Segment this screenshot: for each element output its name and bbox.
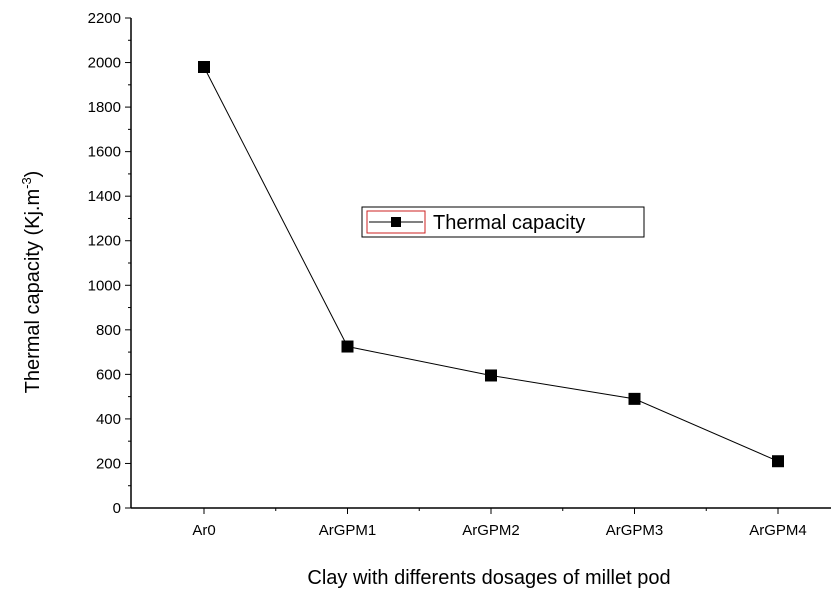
- x-tick-label: ArGPM4: [749, 522, 807, 539]
- legend-label: Thermal capacity: [433, 212, 585, 234]
- series-layer: [198, 61, 784, 468]
- x-axis-ticks: Ar0 ArGPM1 ArGPM2 ArGPM3 ArGPM4: [192, 508, 807, 539]
- y-tick-label: 200: [96, 455, 121, 472]
- series-line: [203, 66, 779, 462]
- x-tick-label: Ar0: [192, 522, 215, 539]
- y-tick-label: 400: [96, 411, 121, 428]
- legend-marker-sample: [391, 217, 401, 227]
- y-axis-title-main: Thermal capacity (Kj.m: [22, 189, 44, 394]
- x-tick-label: ArGPM1: [319, 522, 377, 539]
- y-tick-label: 1600: [88, 144, 121, 161]
- legend: Thermal capacity: [361, 206, 645, 238]
- y-tick-label: 1000: [88, 277, 121, 294]
- x-tick-label: ArGPM2: [462, 522, 520, 539]
- y-tick-label: 1800: [88, 99, 121, 116]
- x-tick-label: ArGPM3: [606, 522, 664, 539]
- data-point-argpm3: [628, 392, 641, 405]
- data-point-argpm2: [485, 369, 497, 382]
- y-tick-label: 2200: [88, 10, 121, 27]
- y-axis-title-end: ): [22, 171, 44, 178]
- y-tick-label: 800: [96, 322, 121, 339]
- y-axis-ticks: 0 200 400 600 800 1000 1200 1400 1600 1800 2000 220…: [88, 10, 131, 517]
- legend-sample-frame: [366, 210, 426, 234]
- y-tick-label: 0: [113, 500, 121, 517]
- y-tick-label: 1400: [88, 188, 121, 205]
- y-axis-title-superscript: -3: [19, 177, 34, 189]
- y-tick-label: 2000: [88, 55, 121, 72]
- axes: [130, 18, 831, 509]
- y-tick-label: 1200: [88, 233, 121, 250]
- y-tick-label: 600: [96, 366, 121, 383]
- data-point-argpm1: [341, 340, 354, 353]
- data-point-ar0: [198, 61, 210, 73]
- data-point-argpm4: [772, 455, 784, 468]
- y-axis-title: Thermal capacity (Kj.m-3): [19, 171, 44, 394]
- x-axis-title: Clay with differents dosages of millet p…: [307, 567, 670, 589]
